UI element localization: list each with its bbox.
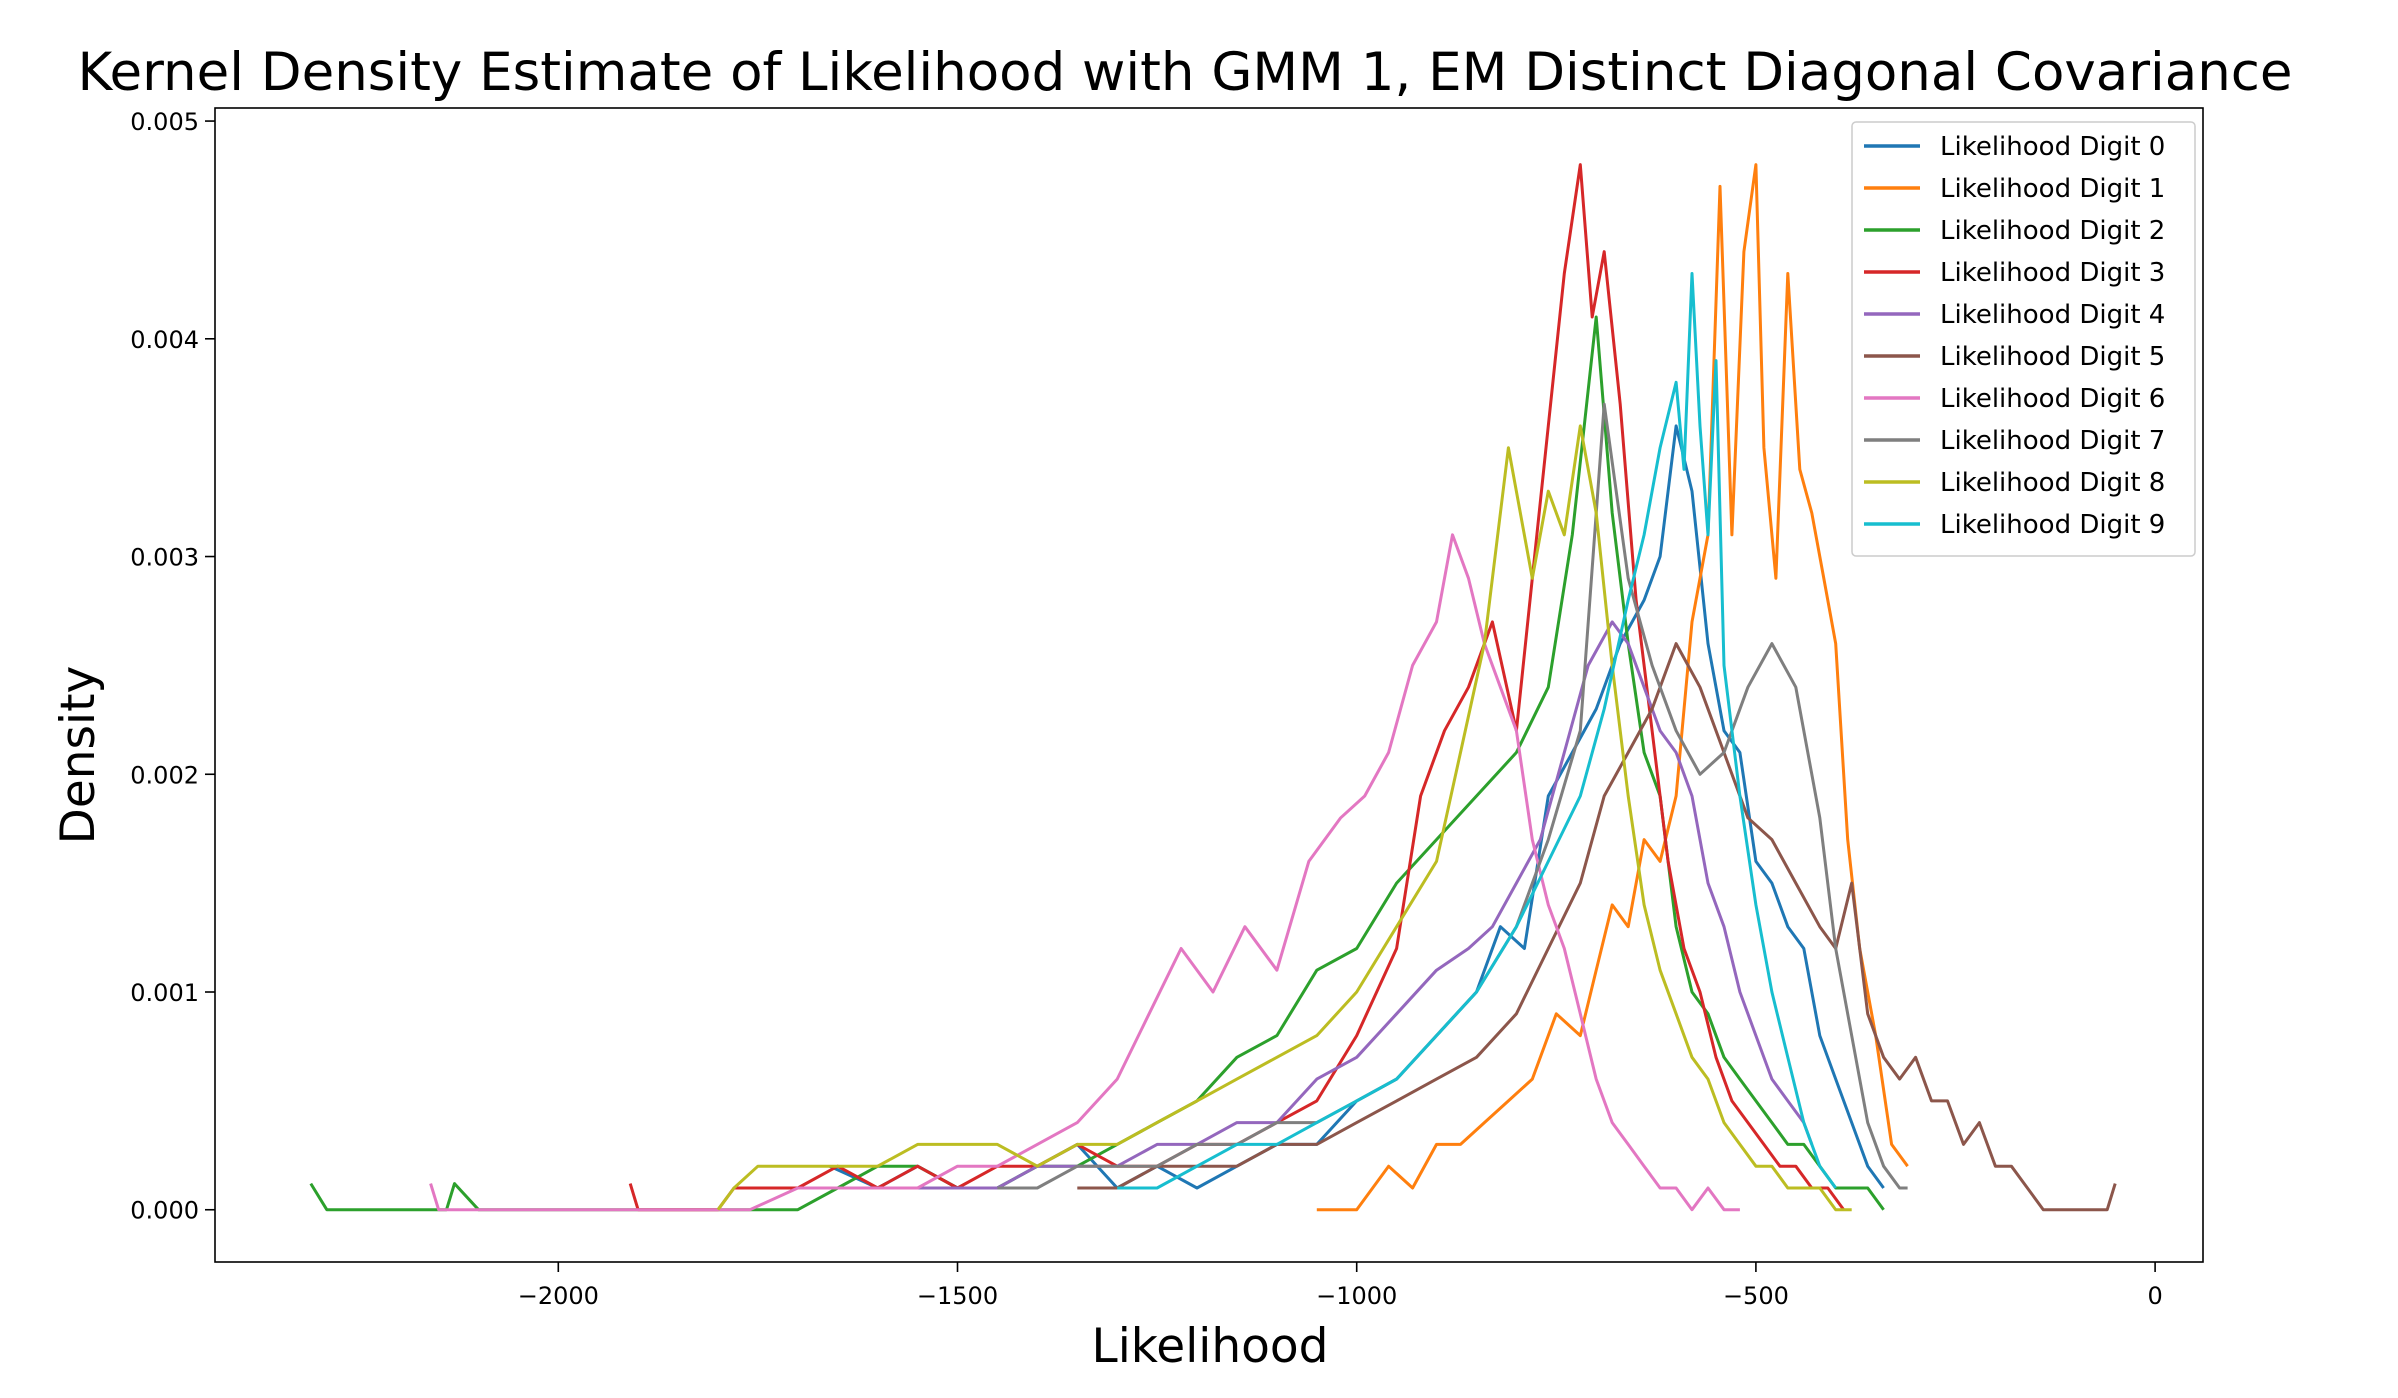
series-line-digit-7 [997, 402, 1908, 1190]
series-line-digit-2 [309, 315, 1885, 1212]
legend-entry: Likelihood Digit 1 [1940, 174, 2165, 204]
x-axis-ticks: −2000 −1500 −1000 −500 0 [518, 1262, 2163, 1310]
series-line-digit-1 [1316, 163, 1909, 1212]
legend-entry: Likelihood Digit 8 [1940, 468, 2165, 498]
series-line-digit-4 [877, 620, 1814, 1190]
legend-entry: Likelihood Digit 4 [1940, 300, 2165, 330]
series-line-digit-6 [429, 533, 1740, 1212]
plot-area [214, 107, 2204, 1263]
plot-frame [214, 107, 2204, 1263]
series-line-digit-5 [1077, 642, 2117, 1212]
y-axis-label: Density [51, 666, 106, 845]
series-line-digit-0 [829, 424, 1885, 1190]
y-tick-label: 0.004 [130, 326, 199, 354]
y-tick-label: 0.002 [130, 761, 199, 789]
x-axis-label: Likelihood [1092, 1319, 1329, 1374]
legend-entry: Likelihood Digit 0 [1940, 132, 2165, 162]
x-tick-label: −500 [1723, 1282, 1789, 1310]
legend-entry: Likelihood Digit 6 [1940, 384, 2165, 414]
legend-entry: Likelihood Digit 5 [1940, 342, 2165, 372]
y-tick-label: 0.005 [130, 108, 199, 136]
y-tick-label: 0.003 [130, 544, 199, 572]
x-tick-label: −2000 [518, 1282, 599, 1310]
chart-title: Kernel Density Estimate of Likelihood wi… [77, 42, 2292, 103]
x-tick-label: −1000 [1316, 1282, 1397, 1310]
legend-entry: Likelihood Digit 9 [1940, 510, 2165, 540]
legend-entry: Likelihood Digit 2 [1940, 216, 2165, 246]
legend: Likelihood Digit 0 Likelihood Digit 1 Like… [1851, 121, 2196, 557]
series-line-digit-9 [1117, 272, 1837, 1190]
legend-box [1851, 121, 2196, 557]
x-tick-label: 0 [2147, 1282, 2162, 1310]
series-line-digit-8 [716, 424, 1852, 1212]
x-tick-label: −1500 [917, 1282, 998, 1310]
series-line-digit-3 [628, 163, 1845, 1212]
legend-entry: Likelihood Digit 7 [1940, 426, 2165, 456]
legend-entry: Likelihood Digit 3 [1940, 258, 2165, 288]
y-axis-ticks: 0.000 0.001 0.002 0.003 0.004 0.005 [130, 108, 215, 1225]
y-tick-label: 0.001 [130, 979, 199, 1007]
series-layer [309, 163, 2117, 1212]
y-tick-label: 0.000 [130, 1197, 199, 1225]
